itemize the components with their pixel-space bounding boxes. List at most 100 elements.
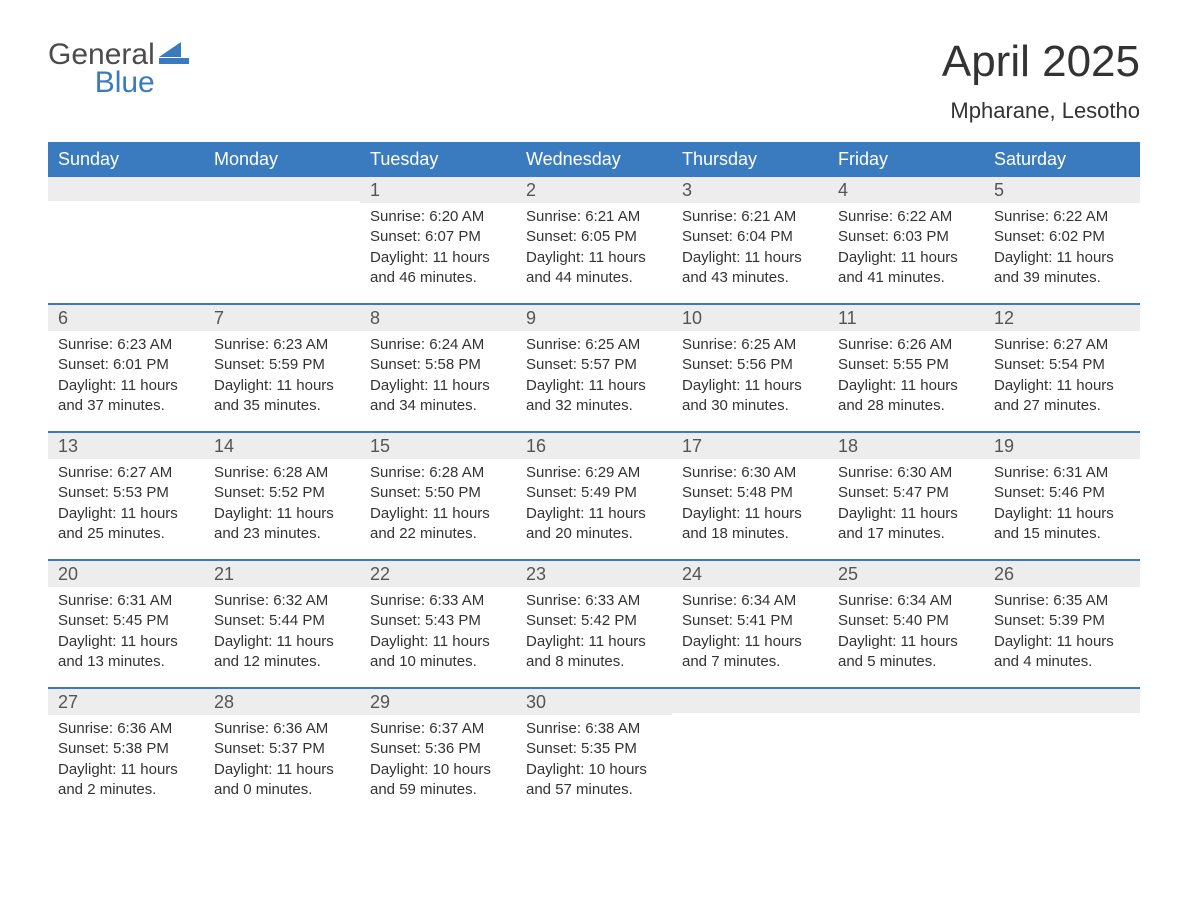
day-number: 24 (672, 561, 828, 587)
day-day1: Daylight: 11 hours (58, 376, 194, 396)
day-number: 21 (204, 561, 360, 587)
day-cell (828, 689, 984, 815)
day-sunrise: Sunrise: 6:31 AM (58, 591, 194, 611)
day-cell: 30Sunrise: 6:38 AMSunset: 5:35 PMDayligh… (516, 689, 672, 815)
day-body: Sunrise: 6:26 AMSunset: 5:55 PMDaylight:… (828, 331, 984, 424)
day-body: Sunrise: 6:23 AMSunset: 6:01 PMDaylight:… (48, 331, 204, 424)
day-sunset: Sunset: 5:48 PM (682, 483, 818, 503)
day-body: Sunrise: 6:21 AMSunset: 6:05 PMDaylight:… (516, 203, 672, 296)
day-sunrise: Sunrise: 6:37 AM (370, 719, 506, 739)
day-body: Sunrise: 6:20 AMSunset: 6:07 PMDaylight:… (360, 203, 516, 296)
day-sunrise: Sunrise: 6:33 AM (370, 591, 506, 611)
day-number: 16 (516, 433, 672, 459)
day-body: Sunrise: 6:24 AMSunset: 5:58 PMDaylight:… (360, 331, 516, 424)
day-body: Sunrise: 6:27 AMSunset: 5:53 PMDaylight:… (48, 459, 204, 552)
day-cell: 26Sunrise: 6:35 AMSunset: 5:39 PMDayligh… (984, 561, 1140, 687)
day-cell: 8Sunrise: 6:24 AMSunset: 5:58 PMDaylight… (360, 305, 516, 431)
day-sunrise: Sunrise: 6:36 AM (214, 719, 350, 739)
day-body: Sunrise: 6:35 AMSunset: 5:39 PMDaylight:… (984, 587, 1140, 680)
day-body: Sunrise: 6:34 AMSunset: 5:41 PMDaylight:… (672, 587, 828, 680)
day-body (984, 713, 1140, 725)
day-day2: and 0 minutes. (214, 780, 350, 800)
day-day2: and 20 minutes. (526, 524, 662, 544)
day-day1: Daylight: 11 hours (838, 248, 974, 268)
day-number (672, 689, 828, 713)
day-number: 30 (516, 689, 672, 715)
day-day2: and 32 minutes. (526, 396, 662, 416)
day-body: Sunrise: 6:25 AMSunset: 5:56 PMDaylight:… (672, 331, 828, 424)
day-header-wed: Wednesday (516, 142, 672, 177)
day-day2: and 8 minutes. (526, 652, 662, 672)
day-day2: and 22 minutes. (370, 524, 506, 544)
day-body: Sunrise: 6:37 AMSunset: 5:36 PMDaylight:… (360, 715, 516, 808)
day-day1: Daylight: 11 hours (370, 376, 506, 396)
day-day1: Daylight: 11 hours (838, 632, 974, 652)
day-day2: and 15 minutes. (994, 524, 1130, 544)
day-cell: 16Sunrise: 6:29 AMSunset: 5:49 PMDayligh… (516, 433, 672, 559)
day-sunrise: Sunrise: 6:20 AM (370, 207, 506, 227)
day-cell: 13Sunrise: 6:27 AMSunset: 5:53 PMDayligh… (48, 433, 204, 559)
day-cell (48, 177, 204, 303)
day-number: 12 (984, 305, 1140, 331)
day-day2: and 57 minutes. (526, 780, 662, 800)
day-sunset: Sunset: 5:59 PM (214, 355, 350, 375)
calendar: Sunday Monday Tuesday Wednesday Thursday… (48, 142, 1140, 815)
day-number: 11 (828, 305, 984, 331)
day-number: 6 (48, 305, 204, 331)
page-header: General Blue April 2025 Mpharane, Lesoth… (48, 40, 1140, 124)
day-day2: and 4 minutes. (994, 652, 1130, 672)
day-sunset: Sunset: 6:01 PM (58, 355, 194, 375)
day-sunrise: Sunrise: 6:21 AM (682, 207, 818, 227)
day-day1: Daylight: 11 hours (682, 248, 818, 268)
day-cell: 21Sunrise: 6:32 AMSunset: 5:44 PMDayligh… (204, 561, 360, 687)
day-cell: 10Sunrise: 6:25 AMSunset: 5:56 PMDayligh… (672, 305, 828, 431)
day-number: 20 (48, 561, 204, 587)
day-sunrise: Sunrise: 6:21 AM (526, 207, 662, 227)
day-day1: Daylight: 11 hours (214, 632, 350, 652)
day-sunset: Sunset: 5:57 PM (526, 355, 662, 375)
day-number: 22 (360, 561, 516, 587)
day-body: Sunrise: 6:31 AMSunset: 5:46 PMDaylight:… (984, 459, 1140, 552)
day-sunrise: Sunrise: 6:29 AM (526, 463, 662, 483)
day-cell: 14Sunrise: 6:28 AMSunset: 5:52 PMDayligh… (204, 433, 360, 559)
day-day1: Daylight: 11 hours (370, 248, 506, 268)
day-day1: Daylight: 11 hours (214, 504, 350, 524)
day-cell: 18Sunrise: 6:30 AMSunset: 5:47 PMDayligh… (828, 433, 984, 559)
day-number: 13 (48, 433, 204, 459)
day-sunset: Sunset: 5:37 PM (214, 739, 350, 759)
day-header-sun: Sunday (48, 142, 204, 177)
day-day2: and 39 minutes. (994, 268, 1130, 288)
brand-text: General Blue (48, 40, 155, 98)
day-sunrise: Sunrise: 6:34 AM (838, 591, 974, 611)
day-number: 10 (672, 305, 828, 331)
day-sunrise: Sunrise: 6:23 AM (214, 335, 350, 355)
day-number: 26 (984, 561, 1140, 587)
weeks-container: 1Sunrise: 6:20 AMSunset: 6:07 PMDaylight… (48, 177, 1140, 815)
day-day2: and 35 minutes. (214, 396, 350, 416)
day-number: 17 (672, 433, 828, 459)
day-day1: Daylight: 11 hours (58, 504, 194, 524)
day-day2: and 18 minutes. (682, 524, 818, 544)
day-sunset: Sunset: 5:41 PM (682, 611, 818, 631)
day-cell: 29Sunrise: 6:37 AMSunset: 5:36 PMDayligh… (360, 689, 516, 815)
day-sunset: Sunset: 6:03 PM (838, 227, 974, 247)
day-cell: 19Sunrise: 6:31 AMSunset: 5:46 PMDayligh… (984, 433, 1140, 559)
day-body: Sunrise: 6:29 AMSunset: 5:49 PMDaylight:… (516, 459, 672, 552)
day-number: 28 (204, 689, 360, 715)
day-number (984, 689, 1140, 713)
day-day2: and 34 minutes. (370, 396, 506, 416)
day-sunset: Sunset: 6:02 PM (994, 227, 1130, 247)
day-day2: and 13 minutes. (58, 652, 194, 672)
day-sunrise: Sunrise: 6:28 AM (370, 463, 506, 483)
day-sunset: Sunset: 5:53 PM (58, 483, 194, 503)
day-number: 5 (984, 177, 1140, 203)
day-day2: and 12 minutes. (214, 652, 350, 672)
day-number: 14 (204, 433, 360, 459)
day-number: 29 (360, 689, 516, 715)
calendar-week: 27Sunrise: 6:36 AMSunset: 5:38 PMDayligh… (48, 687, 1140, 815)
day-body: Sunrise: 6:36 AMSunset: 5:37 PMDaylight:… (204, 715, 360, 808)
day-cell: 6Sunrise: 6:23 AMSunset: 6:01 PMDaylight… (48, 305, 204, 431)
day-day1: Daylight: 11 hours (526, 504, 662, 524)
day-cell (672, 689, 828, 815)
day-day1: Daylight: 11 hours (994, 248, 1130, 268)
